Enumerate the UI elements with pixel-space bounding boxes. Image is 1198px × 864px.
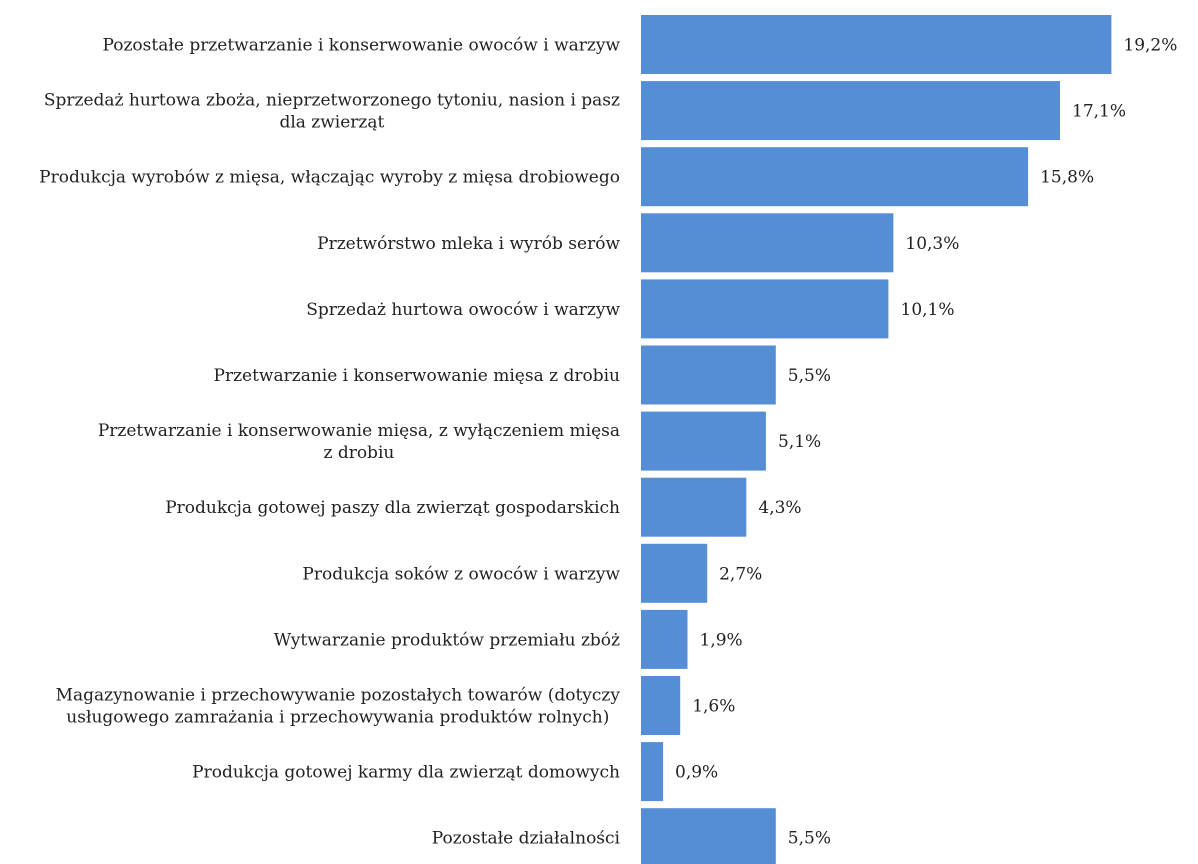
category-label-1: Sprzedaż hurtowa zboża, nieprzetworzoneg…	[44, 91, 620, 133]
category-label-8-line-0: Produkcja soków z owoców i warzyw	[302, 564, 620, 584]
category-label-7-line-0: Produkcja gotowej paszy dla zwierząt gos…	[165, 498, 620, 518]
category-label-9: Wytwarzanie produktów przemiału zbóż	[274, 630, 620, 650]
value-label-5: 5,5%	[788, 366, 831, 386]
bar-10	[641, 676, 681, 735]
category-label-3: Przetwórstwo mleka i wyrób serów	[317, 234, 620, 254]
bar-4	[641, 279, 889, 339]
category-label-4: Sprzedaż hurtowa owoców i warzyw	[306, 300, 620, 320]
value-label-3: 10,3%	[905, 234, 959, 254]
category-label-2-line-0: Produkcja wyrobów z mięsa, włączając wyr…	[39, 168, 620, 188]
category-label-11: Produkcja gotowej karmy dla zwierząt dom…	[192, 763, 620, 783]
value-labels-group: 19,2% 17,1% 15,8% 10,3% 10,1% 5,5% 5,1% 4,3% 2,7…	[675, 36, 1177, 849]
bar-8	[641, 543, 708, 603]
bar-12	[641, 808, 776, 864]
category-label-0: Pozostałe przetwarzanie i konserwowanie …	[102, 36, 620, 56]
bars-group	[641, 15, 1112, 864]
category-label-6-line-0: Przetwarzanie i konserwowanie mięsa, z w…	[98, 421, 620, 441]
bar-3	[641, 213, 894, 273]
category-label-4-line-0: Sprzedaż hurtowa owoców i warzyw	[306, 300, 620, 320]
category-label-5-line-0: Przetwarzanie i konserwowanie mięsa z dr…	[214, 366, 621, 386]
category-label-1-line-1: dla zwierząt	[279, 113, 384, 133]
bar-0	[641, 15, 1112, 74]
bar-2	[641, 147, 1029, 207]
category-label-7: Produkcja gotowej paszy dla zwierząt gos…	[165, 498, 620, 518]
category-label-12-line-0: Pozostałe działalności	[432, 829, 621, 849]
value-label-12: 5,5%	[788, 829, 831, 849]
category-label-10-line-1: usługowego zamrażania i przechowywania p…	[66, 708, 609, 728]
category-label-3-line-0: Przetwórstwo mleka i wyrób serów	[317, 234, 620, 254]
category-label-11-line-0: Produkcja gotowej karmy dla zwierząt dom…	[192, 763, 620, 783]
bar-7	[641, 477, 747, 537]
bar-1	[641, 81, 1060, 141]
category-label-8: Produkcja soków z owoców i warzyw	[302, 564, 620, 584]
category-label-0-line-0: Pozostałe przetwarzanie i konserwowanie …	[102, 36, 620, 56]
bar-11	[641, 742, 664, 802]
value-label-4: 10,1%	[901, 300, 955, 320]
bar-6	[641, 411, 766, 471]
value-label-1: 17,1%	[1072, 102, 1126, 122]
value-label-9: 1,9%	[700, 630, 743, 650]
category-label-10-line-0: Magazynowanie i przechowywanie pozostały…	[56, 686, 621, 706]
category-label-12: Pozostałe działalności	[432, 829, 621, 849]
value-label-2: 15,8%	[1040, 168, 1094, 188]
bar-9	[641, 609, 688, 669]
category-label-10: Magazynowanie i przechowywanie pozostały…	[56, 686, 621, 728]
category-label-5: Przetwarzanie i konserwowanie mięsa z dr…	[214, 366, 621, 386]
category-label-6: Przetwarzanie i konserwowanie mięsa, z w…	[98, 421, 620, 463]
category-label-2: Produkcja wyrobów z mięsa, włączając wyr…	[39, 168, 620, 188]
value-label-6: 5,1%	[778, 432, 821, 452]
value-label-7: 4,3%	[758, 498, 801, 518]
bar-5	[641, 345, 776, 405]
value-label-10: 1,6%	[692, 697, 735, 717]
category-labels-group: Pozostałe przetwarzanie i konserwowanie …	[39, 36, 620, 849]
value-label-0: 19,2%	[1123, 36, 1177, 56]
category-label-9-line-0: Wytwarzanie produktów przemiału zbóż	[274, 630, 620, 650]
category-label-1-line-0: Sprzedaż hurtowa zboża, nieprzetworzoneg…	[44, 91, 620, 111]
value-label-11: 0,9%	[675, 763, 718, 783]
category-label-6-line-1: z drobiu	[323, 443, 394, 463]
value-label-8: 2,7%	[719, 564, 762, 584]
